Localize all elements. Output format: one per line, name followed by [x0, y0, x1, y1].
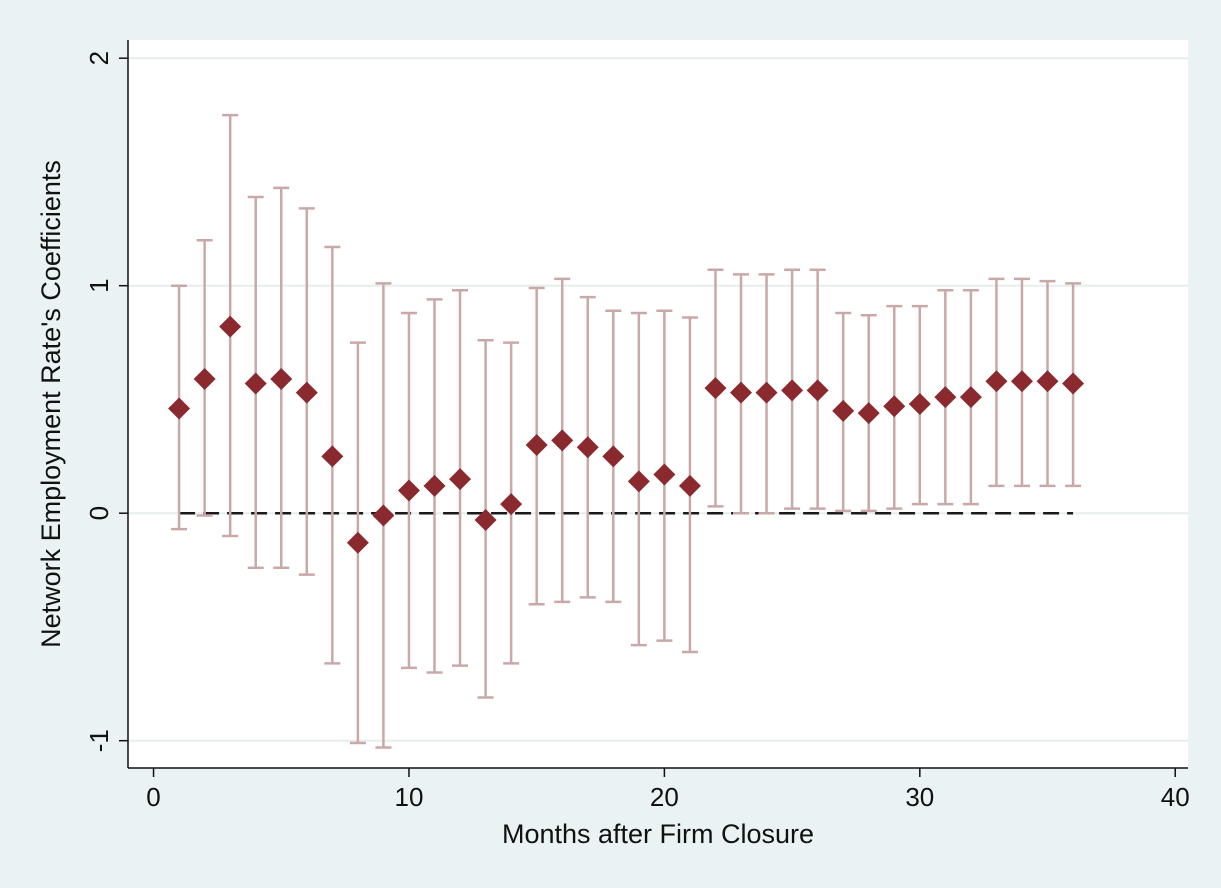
data-point	[500, 493, 523, 516]
y-tick-label: -1	[84, 729, 114, 752]
data-point	[934, 386, 957, 409]
x-tick-label: 10	[395, 782, 424, 812]
data-point	[270, 367, 293, 390]
data-point	[525, 433, 548, 456]
x-axis-label: Months after Firm Closure	[502, 819, 814, 849]
data-point	[1036, 370, 1059, 393]
x-tick-label: 40	[1161, 782, 1190, 812]
data-point	[959, 386, 982, 409]
data-point	[832, 399, 855, 422]
data-point	[449, 468, 472, 491]
data-point	[295, 381, 318, 404]
y-tick-label: 0	[84, 506, 114, 520]
data-point	[653, 463, 676, 486]
data-point	[883, 395, 906, 418]
data-point	[755, 381, 778, 404]
data-point	[627, 470, 650, 493]
data-point	[474, 509, 497, 532]
data-point	[372, 504, 395, 527]
y-axis-label: Network Employment Rate's Coefficients	[36, 160, 66, 648]
data-point	[321, 445, 344, 468]
data-point	[397, 479, 420, 502]
data-point	[1062, 372, 1085, 395]
data-point	[857, 402, 880, 425]
data-point	[908, 393, 931, 415]
data-point	[219, 315, 242, 338]
data-point	[806, 379, 829, 402]
data-point	[244, 372, 267, 395]
data-point	[423, 474, 446, 497]
data-point	[576, 436, 599, 459]
data-point	[193, 367, 216, 390]
data-point	[781, 379, 804, 402]
data-markers	[168, 315, 1085, 554]
x-tick-label: 20	[650, 782, 679, 812]
data-point	[168, 397, 191, 420]
data-point	[1010, 370, 1033, 393]
x-tick-label: 30	[905, 782, 934, 812]
data-point	[551, 429, 574, 452]
axes	[127, 40, 1188, 769]
data-point	[602, 445, 625, 468]
x-tick-label: 0	[146, 782, 160, 812]
y-tick-label: 1	[84, 278, 114, 292]
plot-background	[128, 40, 1188, 768]
data-point	[730, 381, 753, 404]
y-tick-label: 2	[84, 51, 114, 65]
data-point	[346, 531, 369, 554]
data-point	[985, 370, 1008, 393]
data-point	[704, 377, 727, 400]
data-point	[678, 474, 701, 497]
